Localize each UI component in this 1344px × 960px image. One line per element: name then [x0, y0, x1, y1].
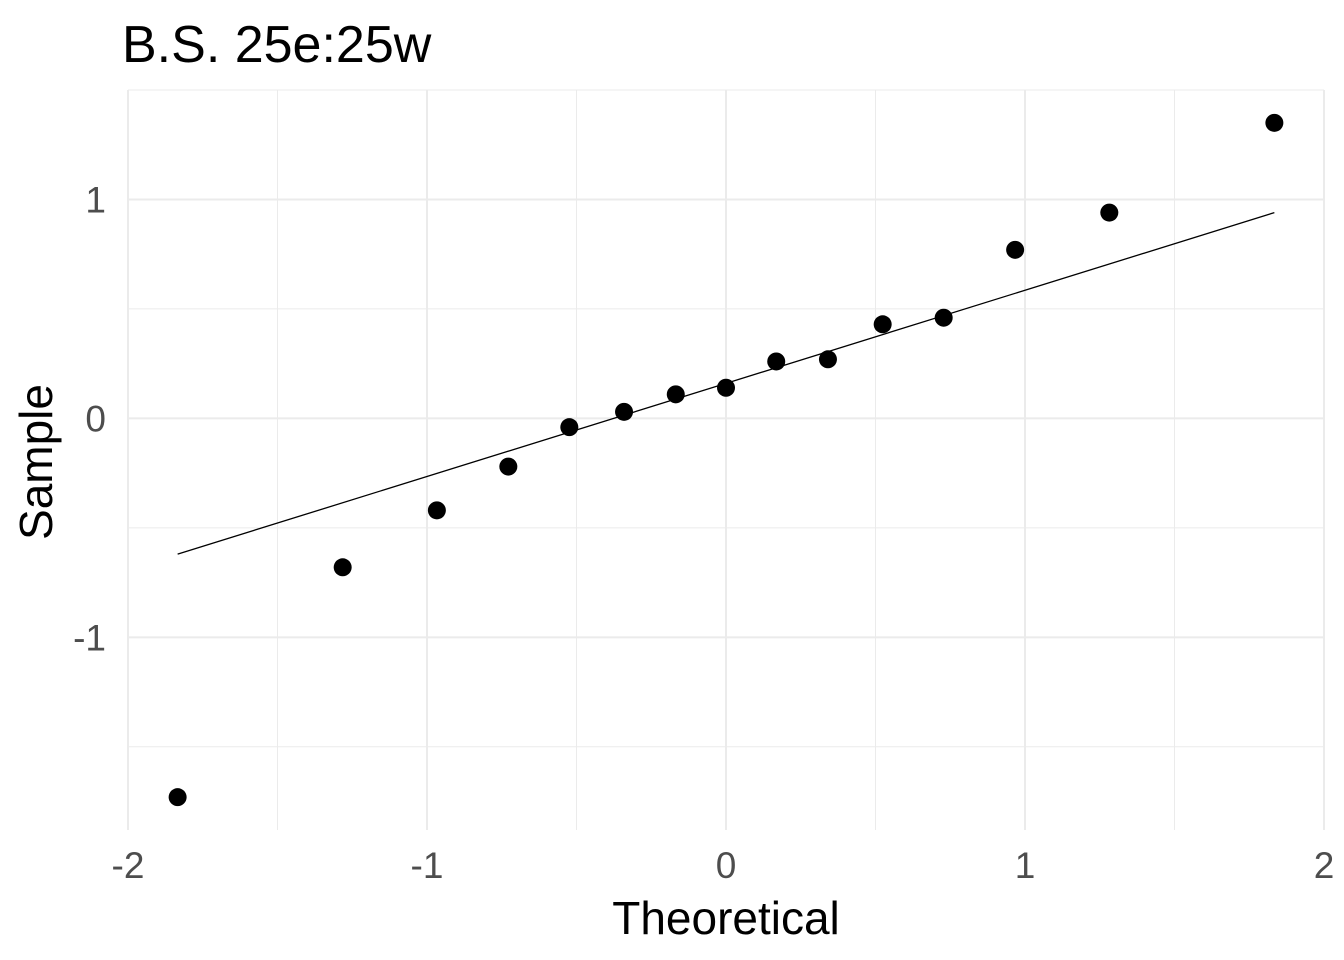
data-point: [767, 352, 786, 371]
data-point: [934, 308, 953, 327]
data-point: [1100, 203, 1119, 222]
data-points: [168, 113, 1284, 807]
data-point: [717, 378, 735, 397]
data-point: [499, 457, 518, 476]
y-axis-tick-labels: -1 0 1: [73, 179, 106, 658]
data-point: [168, 788, 187, 807]
data-point: [873, 315, 892, 334]
data-point: [818, 350, 837, 369]
data-point: [666, 385, 685, 404]
data-point: [333, 558, 352, 577]
chart-title: B.S. 25e:25w: [122, 16, 432, 74]
x-tick-label: 1: [1015, 845, 1036, 886]
data-point: [615, 402, 634, 421]
data-point: [427, 501, 446, 520]
x-tick-label: -1: [411, 845, 444, 886]
x-tick-label: 0: [716, 845, 737, 886]
data-point: [560, 418, 579, 437]
x-tick-label: 2: [1314, 845, 1335, 886]
x-axis-title: Theoretical: [612, 892, 840, 944]
data-point: [1006, 240, 1025, 259]
major-gridlines: [127, 90, 1325, 830]
x-axis-tick-labels: -2 -1 0 1 2: [112, 845, 1335, 886]
y-tick-label: 0: [85, 398, 106, 439]
data-point: [1265, 113, 1284, 132]
y-axis-title: Sample: [10, 384, 62, 540]
y-tick-label: -1: [73, 617, 106, 658]
y-tick-label: 1: [85, 179, 106, 220]
x-tick-label: -2: [112, 845, 145, 886]
